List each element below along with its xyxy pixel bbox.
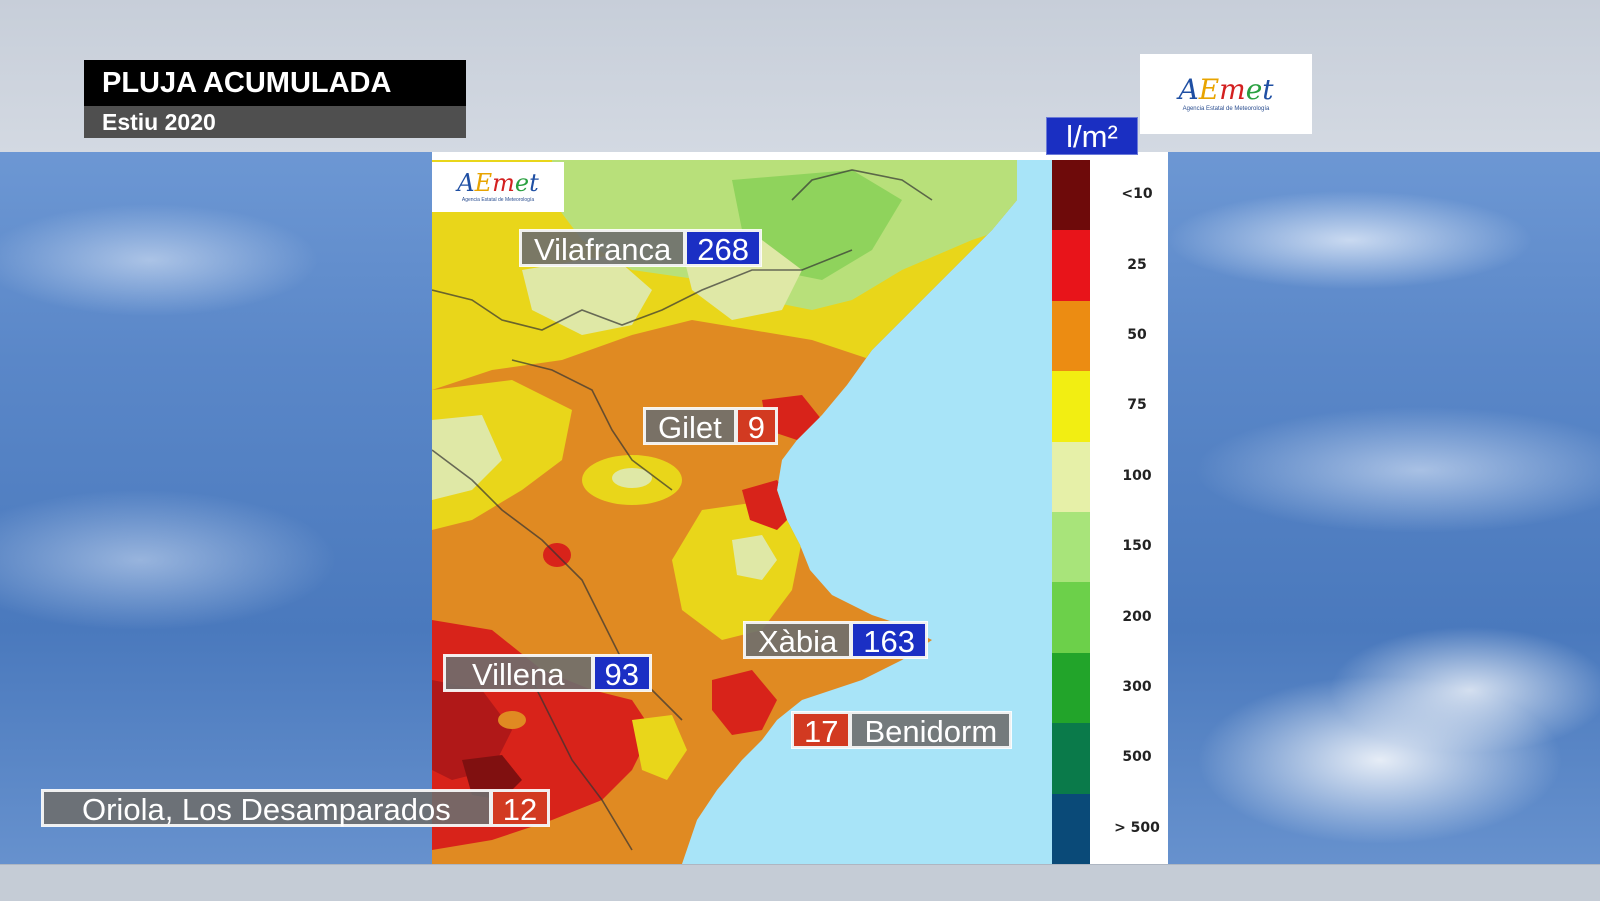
legend-label: 100 bbox=[1122, 467, 1152, 484]
location-name: Vilafranca bbox=[520, 230, 686, 267]
legend-label: > 500 bbox=[1114, 819, 1160, 836]
location-value: 9 bbox=[735, 408, 777, 445]
location-value: 163 bbox=[851, 622, 928, 659]
location-label-gilet: Gilet 9 bbox=[644, 408, 777, 445]
location-label-oriola: Oriola, Los Desamparados 12 bbox=[42, 790, 550, 827]
map-aemet-logo: AEmet Agencia Estatal de Meteorología bbox=[432, 162, 564, 212]
legend-label: 300 bbox=[1122, 679, 1152, 695]
aemet-logo-subtitle: Agencia Estatal de Meteorología bbox=[1182, 106, 1270, 112]
legend-label: 150 bbox=[1122, 538, 1152, 555]
legend-swatch bbox=[1052, 441, 1090, 512]
legend-swatch bbox=[1052, 652, 1090, 724]
legend-swatch bbox=[1052, 582, 1090, 653]
map-aemet-logo-wordmark: AEmet bbox=[457, 169, 539, 197]
legend-swatch bbox=[1052, 371, 1090, 442]
location-label-xabia: Xàbia 163 bbox=[744, 622, 928, 659]
location-name: Oriola, Los Desamparados bbox=[42, 790, 491, 827]
legend-swatch bbox=[1052, 160, 1090, 231]
location-value: 12 bbox=[490, 790, 550, 827]
legend-unit: l/m² bbox=[1046, 117, 1138, 155]
map-aemet-logo-subtitle: Agencia Estatal de Meteorología bbox=[461, 197, 535, 203]
aemet-logo-wordmark: AEmet bbox=[1178, 73, 1274, 106]
location-value: 93 bbox=[592, 655, 651, 692]
legend-label: 200 bbox=[1122, 608, 1152, 625]
location-name: Villena bbox=[444, 655, 593, 692]
legend-label: 50 bbox=[1127, 327, 1147, 343]
location-label-vilafranca: Vilafranca 268 bbox=[520, 230, 762, 267]
precipitation-map bbox=[432, 160, 1052, 864]
legend-label: 75 bbox=[1127, 397, 1147, 414]
location-name: Xàbia bbox=[744, 622, 852, 659]
legend-swatch bbox=[1052, 512, 1090, 583]
location-name: Benidorm bbox=[850, 712, 1012, 749]
title-subtitle: Estiu 2020 bbox=[84, 106, 466, 138]
legend-label: <10 bbox=[1121, 186, 1153, 203]
location-label-villena: Villena 93 bbox=[444, 655, 651, 692]
legend-label: 500 bbox=[1122, 749, 1152, 766]
legend-label: 25 bbox=[1127, 256, 1147, 273]
location-label-benidorm: Benidorm 17 bbox=[792, 712, 1012, 749]
location-name: Gilet bbox=[644, 408, 736, 445]
location-value: 268 bbox=[685, 230, 762, 267]
precipitation-legend: <10 25 50 75 100 150 200 300 500 > 500 bbox=[1052, 160, 1168, 864]
bottom-band bbox=[0, 864, 1600, 901]
legend-swatch bbox=[1052, 300, 1090, 372]
legend-swatch bbox=[1052, 723, 1090, 794]
location-value: 17 bbox=[792, 712, 851, 749]
aemet-logo: AEmet Agencia Estatal de Meteorología bbox=[1140, 54, 1312, 134]
legend-swatch bbox=[1052, 230, 1090, 301]
title-main: PLUJA ACUMULADA bbox=[84, 60, 466, 106]
legend-swatch bbox=[1052, 793, 1090, 864]
